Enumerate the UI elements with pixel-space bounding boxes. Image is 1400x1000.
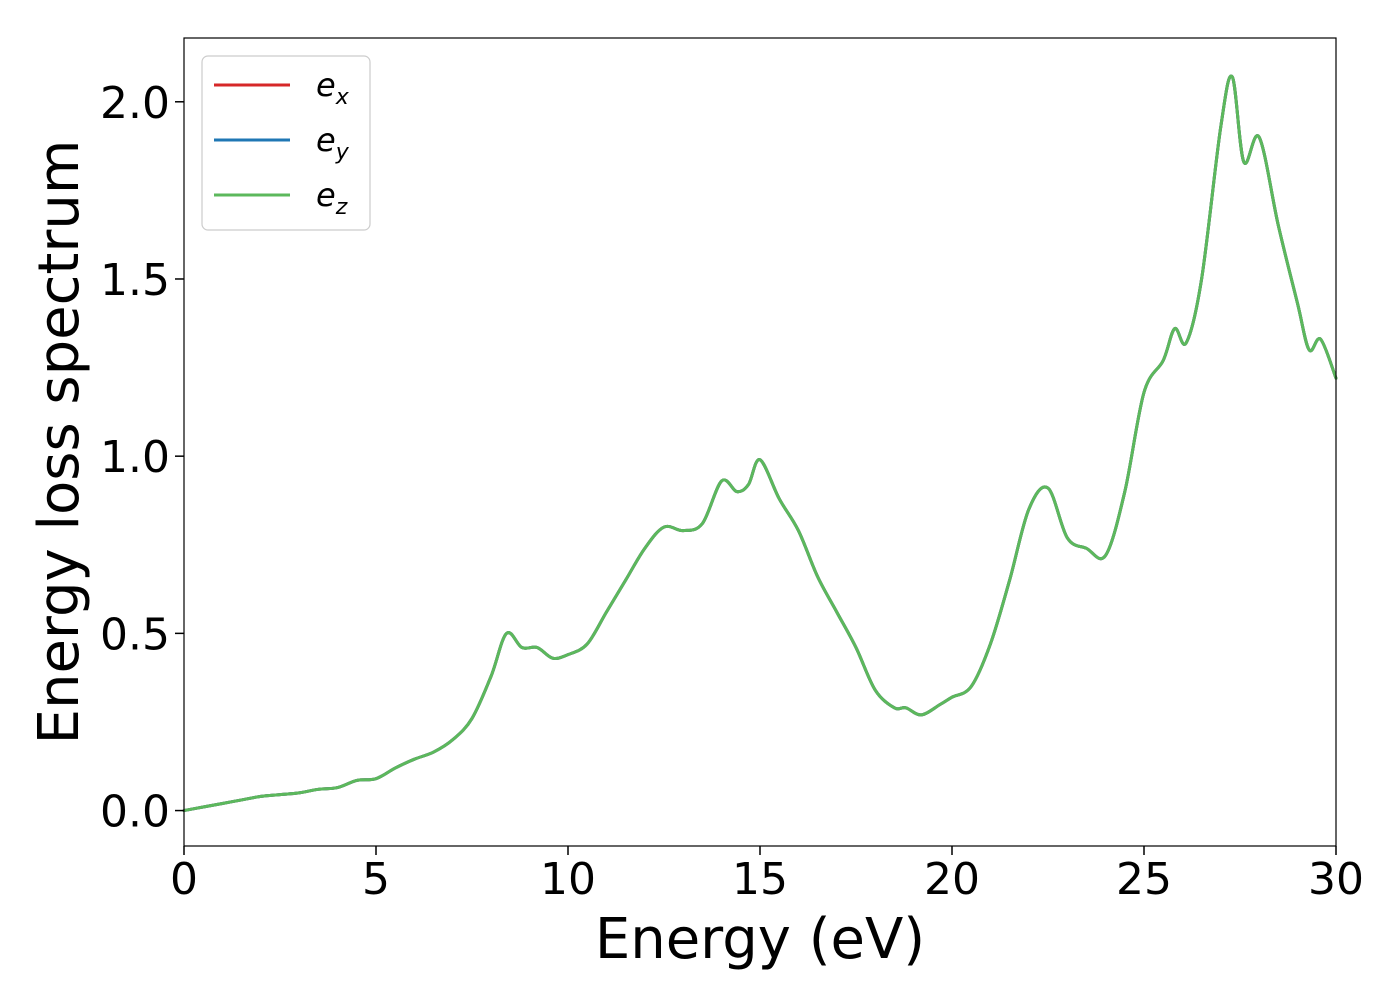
x-tick-label: 25 (1116, 854, 1172, 905)
legend: ex ey ez (201, 55, 371, 231)
y-tick-label: 2.0 (100, 78, 170, 129)
x-tick-label: 0 (170, 854, 198, 905)
x-tick-label: 5 (362, 854, 390, 905)
y-tick-label: 0.5 (100, 609, 170, 660)
y-axis-title: Energy loss spectrum (27, 140, 92, 745)
series-layer (182, 74, 1338, 813)
legend-label-ey: ey (316, 121, 350, 165)
y-tick-label: 0.0 (100, 787, 170, 838)
y-tick-label: 1.5 (100, 255, 170, 306)
y-tick-label: 1.0 (100, 432, 170, 483)
legend-label-ez: ez (316, 176, 348, 220)
x-tick-label: 30 (1308, 854, 1364, 905)
series-line-e-z (182, 74, 1338, 813)
x-axis-title: Energy (eV) (595, 907, 925, 972)
y-axis-ticks: 0.0 0.5 1.0 1.5 2.0 (100, 78, 184, 838)
legend-box (201, 55, 371, 231)
x-tick-label: 15 (732, 854, 788, 905)
x-axis-ticks: 0 5 10 15 20 25 30 (170, 846, 1364, 905)
legend-label-ex: ex (316, 66, 350, 110)
x-tick-label: 20 (924, 854, 980, 905)
x-tick-label: 10 (540, 854, 596, 905)
